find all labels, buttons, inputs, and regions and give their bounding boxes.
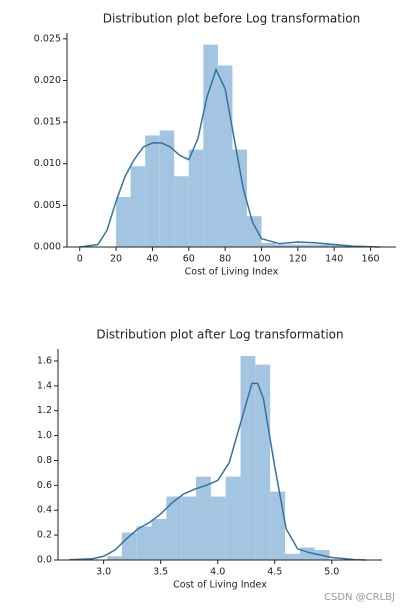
x-tick-label: 160 [361,254,379,265]
x-tick-label: 4.5 [267,567,282,578]
x-tick-label: 4.0 [210,567,225,578]
bar [319,244,335,247]
bar [159,130,175,247]
bar [166,496,182,560]
bar [188,149,204,247]
bar [305,244,320,247]
bar [203,44,218,247]
bar [116,197,131,247]
bar [145,135,160,247]
x-axis-label: Cost of Living Index [185,267,279,278]
bar [270,491,286,560]
bar [261,242,277,247]
chart-title: Distribution plot after Log transformati… [96,328,343,342]
kde-line [79,67,380,248]
y-tick-label: 1.6 [37,355,52,366]
bar [276,244,291,247]
bar [107,556,122,560]
y-tick-label: 0.025 [34,33,61,44]
bar [151,518,167,560]
y-tick-label: 0.0 [37,555,52,566]
bar [136,526,152,560]
bar [196,476,211,560]
y-tick-label: 0.2 [37,530,52,541]
y-tick-label: 0.4 [37,505,52,516]
bar [255,364,271,560]
y-tick-label: 0.020 [34,75,61,86]
x-tick-label: 0 [77,254,83,265]
bar [232,149,247,247]
y-tick-label: 0.000 [34,242,61,253]
bar [210,496,226,560]
y-tick-label: 1.2 [37,405,52,416]
x-tick-label: 80 [219,254,231,265]
y-tick-label: 1.0 [37,430,52,441]
y-tick-label: 0.015 [34,117,61,128]
x-tick-label: 140 [325,254,343,265]
bar [334,245,349,247]
bar [285,553,300,560]
x-tick-label: 100 [252,254,270,265]
bar [174,176,189,247]
bar [240,355,256,560]
x-tick-label: 20 [110,254,122,265]
bar [225,476,241,560]
y-tick-label: 1.4 [37,380,52,391]
y-tick-label: 0.005 [34,200,61,211]
bar [290,244,306,247]
y-tick-label: 0.8 [37,455,52,466]
kde-line [69,382,367,561]
x-axis-label: Cost of Living Index [173,580,267,591]
y-tick-label: 0.010 [34,158,61,169]
bar [181,496,197,560]
x-tick-label: 60 [183,254,195,265]
bar [130,166,146,247]
x-tick-label: 5.0 [324,567,339,578]
y-tick-label: 0.6 [37,480,52,491]
chart-title: Distribution plot before Log transformat… [103,12,360,26]
x-tick-label: 120 [289,254,307,265]
watermark: CSDN @CRLBJ [324,592,395,603]
bar [246,216,262,247]
x-tick-label: 3.0 [96,567,111,578]
x-tick-label: 3.5 [153,567,168,578]
x-tick-label: 40 [146,254,158,265]
